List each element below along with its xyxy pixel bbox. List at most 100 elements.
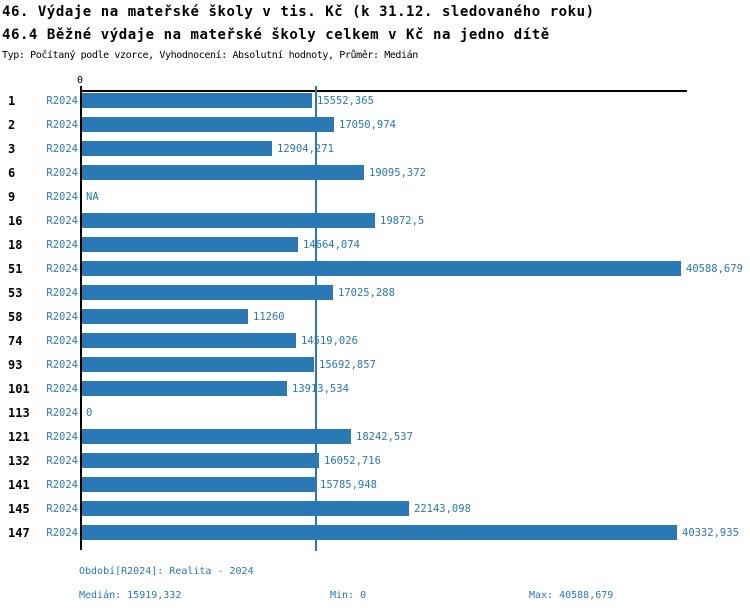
chart-row: 6 R2024 19095,372 xyxy=(0,161,750,185)
chart-row: 9 R2024 NA xyxy=(0,185,750,209)
row-period-label: R2024 xyxy=(46,143,78,155)
chart-row: 74 R2024 14519,026 xyxy=(0,329,750,353)
median-line xyxy=(315,86,317,551)
row-period-label: R2024 xyxy=(46,527,78,539)
chart-row: 121 R2024 18242,537 xyxy=(0,425,750,449)
row-value-label: 0 xyxy=(86,407,93,419)
row-category-label: 18 xyxy=(8,238,23,252)
value-bar xyxy=(82,429,351,444)
chart-meta-line: Typ: Počítaný podle vzorce, Vyhodnocení:… xyxy=(2,50,418,61)
footer-min-label: Min: 0 xyxy=(330,590,367,601)
row-period-label: R2024 xyxy=(46,455,78,467)
chart-row: 16 R2024 19872,5 xyxy=(0,209,750,233)
chart-row: 51 R2024 40588,679 xyxy=(0,257,750,281)
row-value-label: 14664,074 xyxy=(303,239,360,251)
chart-row: 147 R2024 40332,935 xyxy=(0,521,750,545)
value-bar xyxy=(82,309,248,324)
value-bar xyxy=(82,141,272,156)
value-bar xyxy=(82,93,312,108)
chart-row: 58 R2024 11260 xyxy=(0,305,750,329)
row-category-label: 141 xyxy=(8,478,30,492)
value-bar xyxy=(82,285,333,300)
row-period-label: R2024 xyxy=(46,239,78,251)
footer-median-label: Medián: 15919,332 xyxy=(79,590,182,601)
chart-row: 53 R2024 17025,288 xyxy=(0,281,750,305)
row-value-label: 12904,271 xyxy=(277,143,334,155)
row-value-label: 15785,948 xyxy=(320,479,377,491)
row-category-label: 16 xyxy=(8,214,23,228)
row-value-label: 16052,716 xyxy=(324,455,381,467)
row-value-label: 15552,365 xyxy=(317,95,374,107)
row-value-label: 40332,935 xyxy=(682,527,739,539)
chart-row: 141 R2024 15785,948 xyxy=(0,473,750,497)
page-title: 46. Výdaje na mateřské školy v tis. Kč (… xyxy=(2,4,595,20)
row-period-label: R2024 xyxy=(46,407,78,419)
row-category-label: 101 xyxy=(8,382,30,396)
row-period-label: R2024 xyxy=(46,311,78,323)
chart-rows: 1 R2024 15552,365 2 R2024 17050,974 3 R2024 1290… xyxy=(0,89,750,545)
y-axis-line xyxy=(80,86,82,550)
chart-row: 101 R2024 13913,534 xyxy=(0,377,750,401)
row-period-label: R2024 xyxy=(46,191,78,203)
row-category-label: 1 xyxy=(8,94,16,108)
row-period-label: R2024 xyxy=(46,287,78,299)
x-axis-line xyxy=(80,90,687,92)
chart-row: 3 R2024 12904,271 xyxy=(0,137,750,161)
row-value-label: 18242,537 xyxy=(356,431,413,443)
row-value-label: 40588,679 xyxy=(686,263,743,275)
value-bar xyxy=(82,165,364,180)
row-period-label: R2024 xyxy=(46,215,78,227)
chart-row: 145 R2024 22143,098 xyxy=(0,497,750,521)
row-period-label: R2024 xyxy=(46,359,78,371)
value-bar xyxy=(82,357,314,372)
row-value-label: 19095,372 xyxy=(369,167,426,179)
row-category-label: 58 xyxy=(8,310,23,324)
row-category-label: 53 xyxy=(8,286,23,300)
row-value-label: 14519,026 xyxy=(301,335,358,347)
value-bar xyxy=(82,117,334,132)
row-period-label: R2024 xyxy=(46,263,78,275)
row-value-label: 17050,974 xyxy=(339,119,396,131)
value-bar xyxy=(82,477,315,492)
row-category-label: 51 xyxy=(8,262,23,276)
footer-period-label: Období[R2024]: Realita - 2024 xyxy=(79,566,254,577)
row-value-label: 11260 xyxy=(253,311,285,323)
row-value-label: 17025,288 xyxy=(338,287,395,299)
row-period-label: R2024 xyxy=(46,503,78,515)
chart-row: 132 R2024 16052,716 xyxy=(0,449,750,473)
row-value-label: 19872,5 xyxy=(380,215,425,227)
row-value-label: 13913,534 xyxy=(292,383,349,395)
chart-row: 93 R2024 15692,857 xyxy=(0,353,750,377)
row-category-label: 113 xyxy=(8,406,30,420)
row-category-label: 74 xyxy=(8,334,23,348)
row-category-label: 147 xyxy=(8,526,30,540)
indicator-subtitle: 46.4 Běžné výdaje na mateřské školy celk… xyxy=(2,27,550,43)
chart-row: 18 R2024 14664,074 xyxy=(0,233,750,257)
footer-max-label: Max: 40588,679 xyxy=(529,590,614,601)
value-bar xyxy=(82,261,681,276)
row-period-label: R2024 xyxy=(46,335,78,347)
row-category-label: 3 xyxy=(8,142,16,156)
row-value-label: 15692,857 xyxy=(319,359,376,371)
row-period-label: R2024 xyxy=(46,119,78,131)
row-period-label: R2024 xyxy=(46,383,78,395)
row-period-label: R2024 xyxy=(46,167,78,179)
chart-row: 113 R2024 0 xyxy=(0,401,750,425)
chart-row: 2 R2024 17050,974 xyxy=(0,113,750,137)
value-bar xyxy=(82,501,409,516)
row-category-label: 132 xyxy=(8,454,30,468)
row-value-label: NA xyxy=(86,191,99,203)
row-period-label: R2024 xyxy=(46,479,78,491)
row-category-label: 2 xyxy=(8,118,16,132)
row-category-label: 145 xyxy=(8,502,30,516)
row-category-label: 93 xyxy=(8,358,23,372)
value-bar xyxy=(82,213,375,228)
row-category-label: 6 xyxy=(8,166,16,180)
chart-row: 1 R2024 15552,365 xyxy=(0,89,750,113)
value-bar xyxy=(82,381,287,396)
row-category-label: 121 xyxy=(8,430,30,444)
row-period-label: R2024 xyxy=(46,431,78,443)
row-period-label: R2024 xyxy=(46,95,78,107)
value-bar xyxy=(82,453,319,468)
value-bar xyxy=(82,525,677,540)
